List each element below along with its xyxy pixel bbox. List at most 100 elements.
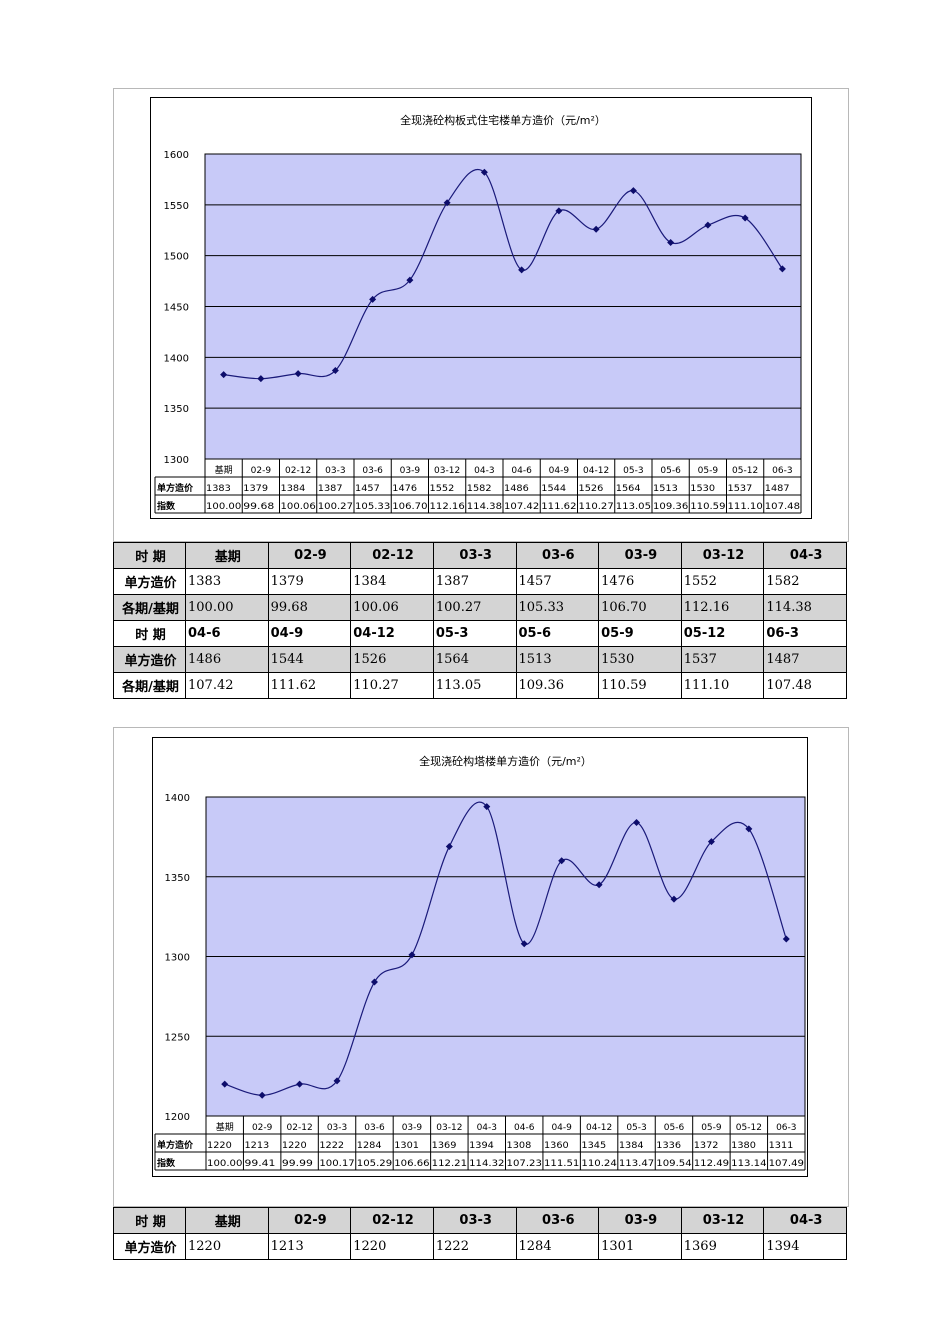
data-table-cell: 1487	[765, 484, 790, 494]
data-table-cell: 1301	[394, 1141, 419, 1151]
table-cell: 1544	[267, 646, 352, 673]
data-table-cell: 1369	[432, 1141, 457, 1151]
data-table-cell: 1222	[319, 1141, 344, 1151]
data-point	[443, 199, 451, 207]
y-tick-label: 1200	[165, 1112, 190, 1123]
table-cell: 1394	[763, 1233, 847, 1260]
x-tick-label: 03-12	[434, 466, 460, 476]
x-tick-label: 基期	[215, 464, 233, 476]
data-point	[778, 265, 786, 273]
period-cell: 05-6	[515, 620, 600, 647]
data-table-cell: 107.48	[765, 502, 801, 512]
data-table-cell: 1284	[357, 1141, 382, 1151]
data-point	[555, 207, 563, 215]
data-table-cell: 100.17	[319, 1159, 354, 1169]
data-table-row-label: 单方造价	[157, 482, 194, 494]
period-cell: 03-6	[515, 542, 600, 569]
table-row: 单方造价 1220 1213 1220 1222 1284 1301 1369 …	[113, 1233, 847, 1260]
chart-panel-2: 全现浇砼构塔楼单方造价（元/m²） 1200 1250 1300 1350 1400 基期 0…	[113, 727, 849, 1207]
data-table-cell: 1394	[469, 1141, 494, 1151]
chart-1: 全现浇砼构板式住宅楼单方造价（元/m²） 1300 1350 1400 1450 1500…	[154, 113, 802, 514]
data-table-cell: 99.41	[244, 1159, 275, 1169]
table-header-row: 时 期 基期 02-9 02-12 03-3 03-6 03-9 03-12 0…	[113, 1207, 847, 1234]
data-point	[520, 940, 528, 948]
x-tick-label: 02-9	[251, 466, 272, 476]
table-cell: 1457	[515, 568, 600, 595]
data-point	[408, 951, 416, 959]
data-table-cell: 105.33	[355, 502, 390, 512]
table-cell: 99.68	[267, 594, 352, 621]
data-point	[633, 819, 641, 827]
chart-title: 全现浇砼构板式住宅楼单方造价（元/m²）	[400, 113, 606, 127]
period-cell: 05-9	[598, 620, 682, 647]
data-point	[629, 187, 637, 195]
period-label: 时 期	[113, 620, 186, 647]
period-cell: 02-12	[350, 542, 434, 569]
x-tick-label: 03-9	[402, 1123, 423, 1133]
period-cell: 03-12	[680, 542, 765, 569]
data-table-cell: 1526	[579, 484, 604, 494]
x-tick-label: 04-12	[583, 466, 609, 476]
data-point	[370, 978, 378, 986]
data-table-cell: 114.32	[469, 1159, 504, 1169]
table-cell: 1487	[763, 646, 847, 673]
table-cell: 1379	[267, 568, 352, 595]
data-point	[670, 895, 678, 903]
x-tick-label: 04-3	[477, 1123, 497, 1133]
data-table-cell: 112.21	[432, 1159, 467, 1169]
table-cell: 1284	[515, 1233, 600, 1260]
table-cell: 1222	[432, 1233, 517, 1260]
data-table-cell: 106.70	[392, 502, 428, 512]
data-table-cell: 1387	[318, 484, 343, 494]
table-cell: 1564	[432, 646, 517, 673]
period-cell: 04-12	[350, 620, 434, 647]
chart-title: 全现浇砼构塔楼单方造价（元/m²）	[419, 754, 592, 768]
table-cell: 1530	[598, 646, 682, 673]
y-tick-label: 1400	[165, 793, 190, 804]
y-tick-label: 1550	[164, 201, 189, 212]
x-tick-label: 05-3	[623, 466, 643, 476]
data-point	[782, 935, 790, 943]
data-point	[294, 370, 302, 378]
data-table-row-label: 单方造价	[157, 1139, 194, 1151]
data-table-cell: 107.23	[507, 1159, 542, 1169]
data-point	[741, 214, 749, 222]
period-cell: 03-9	[598, 1207, 682, 1234]
data-point	[480, 168, 488, 176]
table-cell: 109.36	[515, 672, 600, 699]
x-tick-label: 05-3	[626, 1123, 646, 1133]
x-tick-label: 03-6	[362, 466, 383, 476]
table-cell: 1220	[185, 1233, 269, 1260]
y-tick-label: 1300	[164, 455, 189, 466]
period-cell: 04-3	[763, 1207, 847, 1234]
x-tick-label: 03-3	[325, 466, 345, 476]
data-table-1: 时 期 基期 02-9 02-12 03-3 03-6 03-9 03-12 0…	[113, 542, 847, 699]
table-cell: 1537	[680, 646, 765, 673]
data-table-cell: 1384	[619, 1141, 644, 1151]
y-tick-label: 1400	[164, 353, 189, 364]
x-tick-label: 02-9	[252, 1123, 273, 1133]
x-tick-label: 04-9	[551, 1123, 572, 1133]
table-row: 各期/基期 107.42 111.62 110.27 113.05 109.36…	[113, 672, 847, 699]
data-point	[558, 857, 566, 865]
x-tick-label: 06-3	[772, 466, 792, 476]
data-table-cell: 1336	[656, 1141, 681, 1151]
y-tick-label: 1500	[164, 252, 189, 263]
data-table-cell: 109.54	[656, 1159, 692, 1169]
data-table-cell: 1384	[281, 484, 306, 494]
ratio-label: 各期/基期	[113, 672, 186, 699]
data-table-cell: 1308	[507, 1141, 532, 1151]
data-point	[595, 881, 603, 889]
period-label: 时 期	[113, 1207, 186, 1234]
table-row: 单方造价 1383 1379 1384 1387 1457 1476 1552 …	[113, 568, 847, 595]
data-point	[258, 1091, 266, 1099]
data-table-cell: 1345	[581, 1141, 606, 1151]
table-header-row: 时 期 基期 02-9 02-12 03-3 03-6 03-9 03-12 0…	[113, 542, 847, 569]
y-tick-label: 1350	[165, 873, 190, 884]
data-point	[483, 803, 491, 811]
data-point	[445, 842, 453, 850]
table-cell: 110.27	[350, 672, 434, 699]
data-table-cell: 99.68	[243, 502, 274, 512]
data-table-cell: 107.42	[504, 502, 539, 512]
data-table-cell: 111.51	[544, 1159, 579, 1169]
